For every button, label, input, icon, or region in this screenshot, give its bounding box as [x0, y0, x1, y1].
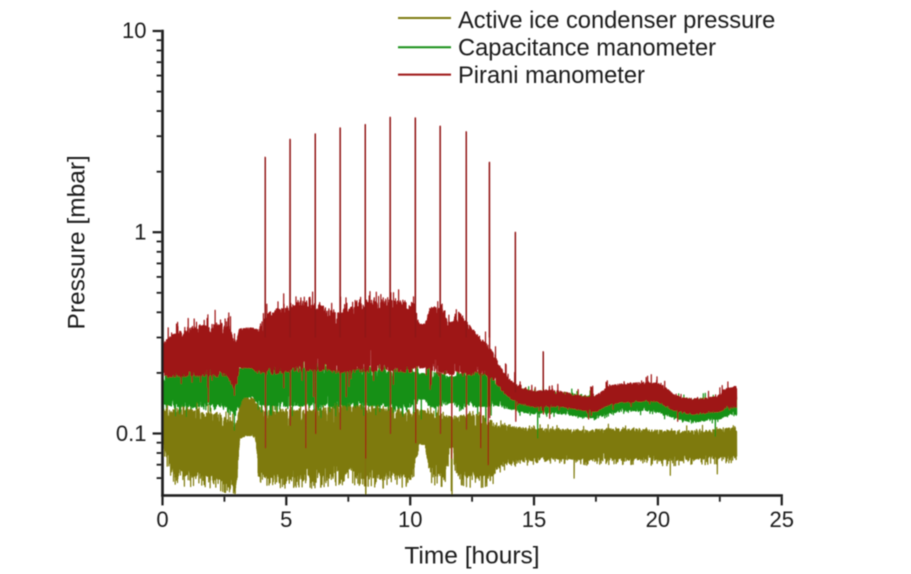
svg-text:10: 10: [398, 507, 422, 532]
svg-text:10: 10: [122, 18, 146, 43]
svg-text:Active ice condenser pressure: Active ice condenser pressure: [458, 8, 775, 34]
svg-text:Pressure [mbar]: Pressure [mbar]: [64, 155, 91, 329]
svg-text:25: 25: [769, 507, 793, 532]
svg-text:1: 1: [134, 219, 146, 244]
svg-text:Time [hours]: Time [hours]: [404, 543, 539, 570]
svg-text:5: 5: [280, 507, 292, 532]
svg-text:20: 20: [646, 507, 670, 532]
svg-text:Pirani manometer: Pirani manometer: [458, 63, 645, 89]
svg-text:15: 15: [522, 507, 546, 532]
svg-text:Capacitance manometer: Capacitance manometer: [458, 35, 716, 61]
svg-text:0.1: 0.1: [116, 421, 147, 446]
svg-text:0: 0: [156, 507, 168, 532]
